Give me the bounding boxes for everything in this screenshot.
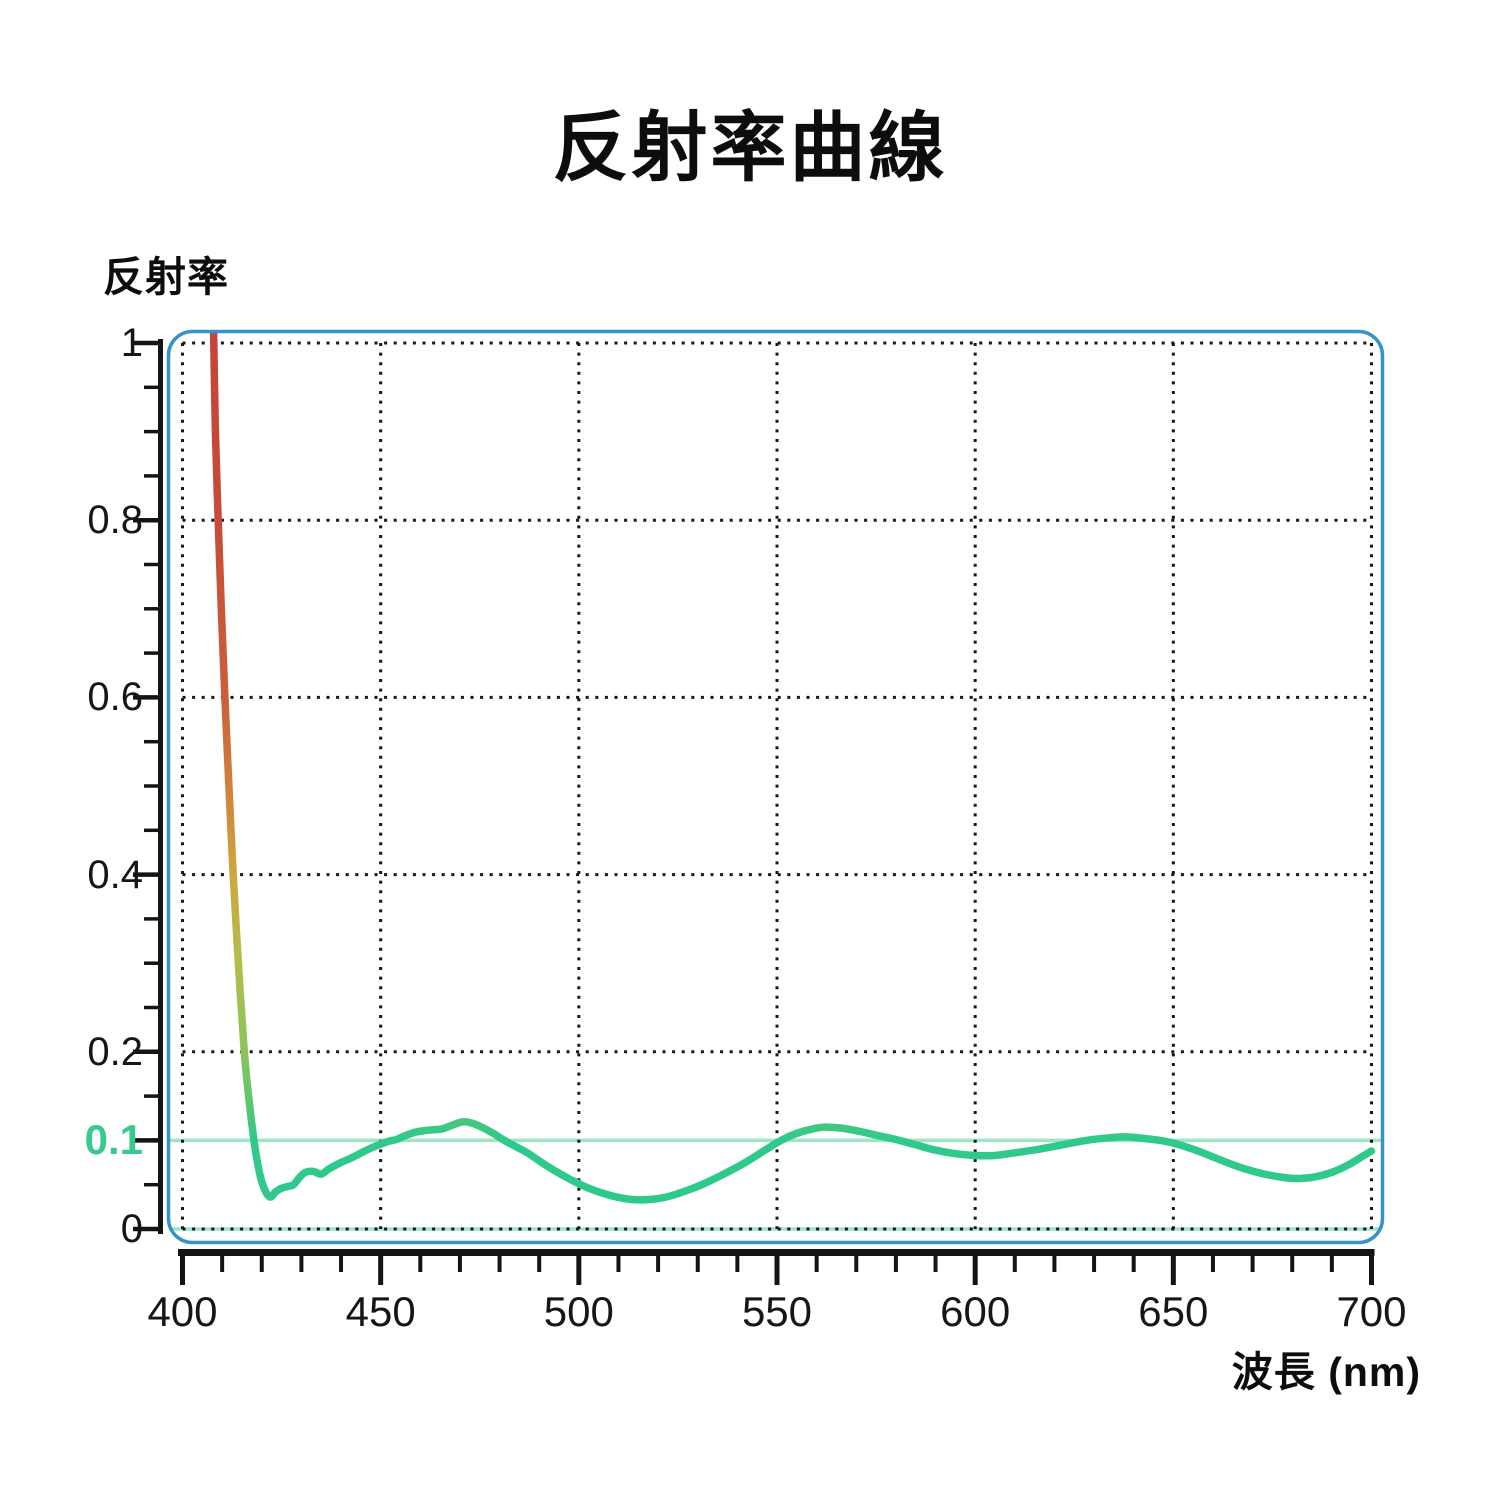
x-axis-title: 波長 (nm) — [1231, 1349, 1421, 1395]
plot-frame — [166, 329, 1385, 1245]
reflectance-curve — [209, 333, 1376, 1204]
chart-title: 反射率曲線 — [552, 106, 948, 191]
y-axis-title: 反射率 — [103, 254, 229, 300]
